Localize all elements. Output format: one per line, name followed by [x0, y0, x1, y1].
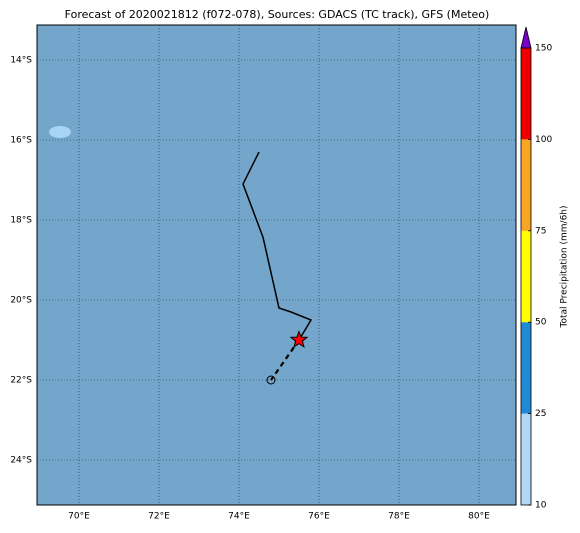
x-tick-label: 72°E: [148, 512, 170, 522]
x-tick-label: 70°E: [68, 512, 90, 522]
forecast-end-marker: [266, 375, 276, 385]
x-tick-label: 80°E: [468, 512, 490, 522]
x-tick-label: 74°E: [228, 512, 250, 522]
x-tick-label: 78°E: [388, 512, 410, 522]
colorbar-tick-label: 50: [535, 318, 547, 328]
colorbar-segment: [521, 322, 531, 414]
y-tick-label: 16°S: [10, 136, 32, 146]
x-tick-label: 76°E: [308, 512, 330, 522]
colorbar: 10 25 50 75 100 150 Total Precipitation (mm/6h…: [520, 26, 570, 511]
y-tick-label: 20°S: [10, 296, 32, 306]
past-track: [242, 151, 313, 341]
colorbar-extension: [520, 26, 532, 49]
colorbar-tick-label: 25: [535, 409, 546, 419]
y-tick-label: 18°S: [10, 216, 32, 226]
y-tick-label: 22°S: [10, 376, 32, 386]
colorbar-label: Total Precipitation (mm/6h): [560, 205, 570, 328]
colorbar-tick-label: 150: [535, 44, 552, 54]
colorbar-tick-label: 75: [535, 226, 546, 236]
forecast-track: [270, 339, 300, 381]
current-position-star: [289, 330, 309, 349]
colorbar-segment: [521, 413, 531, 505]
colorbar-segment: [521, 230, 531, 323]
colorbar-segment: [521, 48, 531, 140]
colorbar-frame: [520, 47, 532, 506]
colorbar-tick-label: 100: [535, 135, 552, 145]
tracks: [242, 151, 313, 385]
map-frame: [36, 24, 517, 506]
ocean-background: [37, 25, 516, 505]
grid: [37, 25, 516, 505]
colorbar-segment: [521, 139, 531, 231]
colorbar-tick-label: 10: [535, 501, 547, 511]
map-title: Forecast of 2020021812 (f072-078), Sourc…: [65, 8, 490, 21]
y-tick-label: 24°S: [10, 456, 32, 466]
y-tick-label: 14°S: [10, 56, 32, 66]
island: [49, 126, 71, 138]
